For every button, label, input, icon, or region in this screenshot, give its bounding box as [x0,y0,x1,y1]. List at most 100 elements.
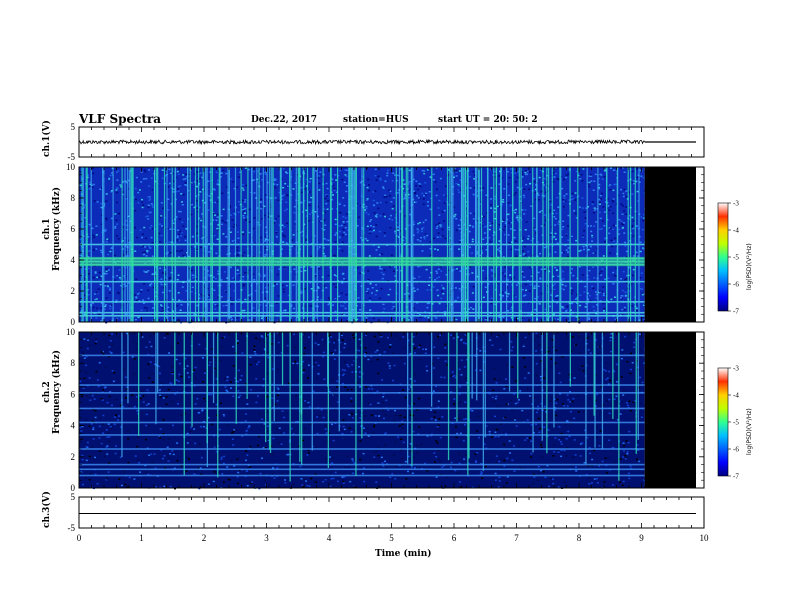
spectrogram-sferic [627,167,629,322]
spectrogram-sferic [471,332,473,399]
y-tick-label: 10 [66,327,76,337]
colorbar-tick-label: -6 [733,281,739,289]
spectrogram-sferic [355,332,357,476]
spectrogram-sferic [217,332,219,478]
spectrogram-sferic [536,167,538,322]
spectrogram-sferic [272,167,274,322]
x-tick-label: 1 [139,533,144,543]
spectrogram-sferic [297,167,299,322]
date-label: Dec.22, 2017 [251,115,317,125]
spectrogram-sferic [517,332,519,399]
spectrogram-sferic [138,332,140,436]
spectrogram-sferic [206,167,208,322]
y-tick-label: 0 [71,317,76,327]
spectrogram-sferic [601,332,604,449]
spectrogram-sferic [520,167,522,322]
spectrogram-sferic [467,167,469,322]
y-tick-label: 5 [71,122,76,132]
spectrogram-sferic [548,167,550,322]
x-tick-label: 2 [202,533,207,543]
spectrogram-sferic [634,167,636,322]
spectrogram-sferic [273,332,275,422]
no-data-region [644,167,696,322]
spectrogram-sferic [559,167,561,322]
spectrogram-sferic [191,332,193,427]
spectrogram-sferic [635,332,637,454]
spectrogram-band [79,474,645,477]
spectrogram-sferic [512,167,514,322]
spectrogram-sferic [630,167,632,322]
spectrogram-sferic [240,167,242,322]
spectrogram-sferic [500,167,502,322]
x-tick-label: 7 [514,533,519,543]
spectrogram-sferic [594,332,596,448]
spectrogram-sferic [316,167,318,322]
spectrogram-sferic [212,332,215,403]
spectrogram-sferic [234,167,237,322]
spectrogram-sferics [121,332,639,482]
y-tick-label: -5 [68,152,76,162]
y-tick-label: -5 [68,523,76,533]
station-label: station=HUS [343,115,409,125]
x-tick-label: 5 [389,533,394,543]
spectrogram-sferic [617,167,619,322]
colorbar-tick-label: -7 [733,473,739,481]
spectrogram-sferic [495,167,498,322]
spectrogram-sferic [154,167,156,322]
colorbar [717,202,729,312]
y-tick-label: 5 [71,492,76,502]
spectrogram-sferic [311,332,313,451]
spectrogram-sferic [204,167,206,322]
spectrogram-sferic [280,167,282,322]
spectrogram-sferic [468,332,470,459]
spectrogram-sferic [577,167,579,322]
spectrogram-sferic [477,167,479,322]
y-tick-label: 8 [71,358,76,368]
y-tick-label: 8 [71,193,76,203]
spectrogram-sferic [410,167,413,322]
spectrogram-sferic [206,332,208,444]
spectrogram-sferic [269,167,271,322]
spectrogram-sferic [131,167,133,322]
spectrogram-sferic [411,332,413,467]
spectrogram-sferic [355,167,357,322]
spectrogram-sferic [303,167,305,322]
spectrogram-sferic [597,167,599,322]
spectrogram-sferic [500,167,502,322]
spectrogram-sferic [475,167,477,322]
colorbar-tick-label: -7 [733,308,739,316]
spectrogram-sferic [551,167,553,322]
spectrogram-sferic [464,167,466,322]
spectrogram-band [79,463,645,466]
ch1-spectrogram-panel [79,167,696,324]
spectrogram-sferic [395,167,397,322]
spectrogram-sferic [466,167,469,322]
spectrogram-sferic [256,167,258,322]
colorbar [717,367,729,477]
spectrogram-sferic [124,167,126,322]
spectrogram-band [79,448,645,450]
spectrogram-sferic [218,167,220,322]
spectrogram-sferic [313,167,315,322]
spectrogram-sferic [281,332,284,386]
spectrogram-sferic [157,167,159,322]
spectrogram-sferic [493,167,495,322]
x-tick-label: 6 [452,533,457,543]
spectrogram-sferic [211,167,213,322]
spectrogram-sferic [265,332,267,443]
start-time-label: start UT = 20: 50: 2 [438,115,538,125]
x-tick-label: 10 [700,533,710,543]
spectrogram-sferic [247,167,249,322]
spectrogram-sferic [322,167,324,322]
colorbar-tick-label: -3 [733,200,739,208]
ch1-waveform-panel [78,138,696,146]
spectrogram-sferic [298,167,300,322]
spectrogram-sferic [219,167,221,322]
y-tick-label: 2 [71,286,76,296]
spectrogram-band [79,468,645,471]
x-tick-label: 0 [77,533,82,543]
spectrogram-sferic [251,167,253,322]
y-tick-label: 0 [71,483,76,493]
spectrogram-sferic [467,332,469,475]
spectrogram-sferic [299,167,301,322]
